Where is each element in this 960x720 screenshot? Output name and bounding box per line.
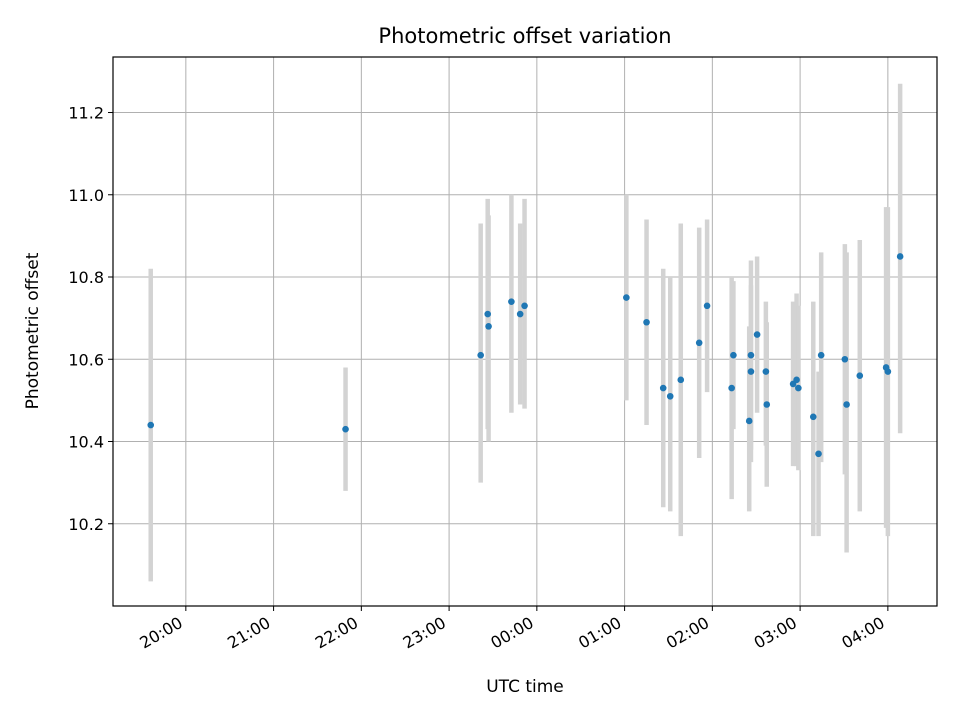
data-point <box>809 413 817 421</box>
data-point <box>896 253 904 260</box>
data-point <box>695 339 703 347</box>
data-point <box>677 376 685 384</box>
data-point <box>843 401 850 408</box>
data-point <box>484 310 492 318</box>
data-point <box>477 351 484 359</box>
data-point <box>856 372 864 380</box>
data-point <box>884 368 892 375</box>
data-point <box>521 302 528 310</box>
data-point <box>793 376 800 384</box>
y-tick-label: 11.2 <box>68 104 104 123</box>
data-point <box>666 392 674 400</box>
data-point <box>147 421 155 429</box>
data-point <box>815 450 822 458</box>
y-tick-label: 10.8 <box>68 268 104 287</box>
data-point <box>795 384 802 392</box>
data-point <box>623 294 630 301</box>
data-point <box>728 384 735 392</box>
data-points <box>147 253 904 458</box>
data-point <box>745 417 753 425</box>
data-point <box>508 298 515 305</box>
data-point <box>817 351 825 359</box>
data-point <box>643 318 650 326</box>
y-tick-label: 10.2 <box>68 515 104 534</box>
y-tick-label: 11.0 <box>68 186 104 205</box>
data-point <box>342 425 349 433</box>
data-point <box>485 323 492 330</box>
plot-frame <box>112 56 938 607</box>
data-point <box>762 368 770 375</box>
data-point <box>841 355 849 363</box>
chart-title: Photometric offset variation <box>378 24 671 48</box>
y-tick-label: 10.4 <box>68 433 104 452</box>
data-point <box>516 310 524 318</box>
data-point <box>730 351 737 359</box>
data-point <box>703 302 711 310</box>
x-axis-label: UTC time <box>486 677 564 697</box>
y-axis-ticks: 10.2 10.4 10.6 10.8 11.0 11.2 <box>68 104 113 534</box>
data-point <box>747 368 755 375</box>
data-point <box>753 331 761 338</box>
y-axis-label: Photometric offset <box>23 252 43 409</box>
data-point <box>659 384 667 392</box>
data-point <box>763 401 771 408</box>
data-point <box>747 351 755 359</box>
y-tick-label: 10.6 <box>68 350 104 369</box>
